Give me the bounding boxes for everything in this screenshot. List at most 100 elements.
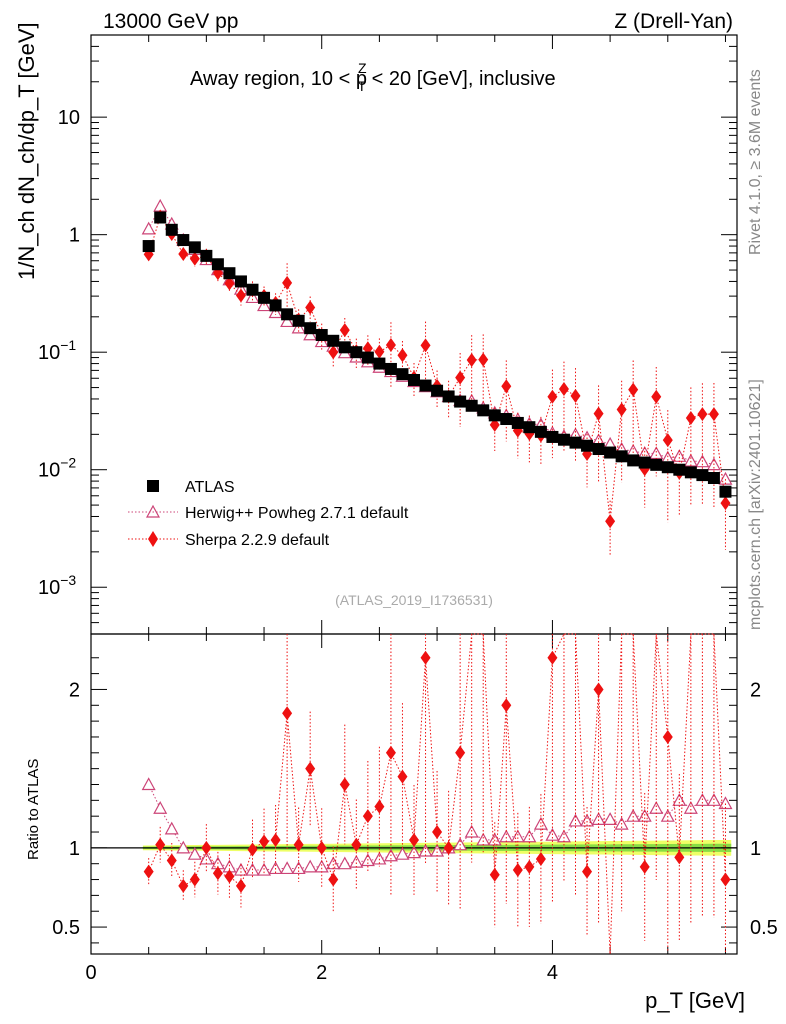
sherpa-point-ratio — [259, 834, 270, 849]
sherpa-line-main — [148, 215, 726, 522]
sherpa-point-main — [397, 348, 408, 363]
atlas-point — [292, 314, 305, 327]
atlas-point — [315, 329, 328, 342]
herwig-point-ratio — [349, 854, 364, 868]
atlas-point — [569, 436, 582, 449]
y-tick-label-ratio-right: 1 — [750, 838, 761, 860]
herwig-point-ratio — [337, 856, 352, 870]
atlas-point — [142, 240, 155, 253]
sherpa-point-ratio — [455, 745, 466, 760]
ratio-frame — [90, 633, 738, 955]
sherpa-point-ratio — [512, 863, 523, 878]
sherpa-point-ratio — [155, 837, 166, 852]
sherpa-point-main — [455, 370, 466, 385]
sherpa-point-ratio — [224, 869, 235, 884]
legend-atlas-marker — [147, 480, 159, 492]
y-tick-label-exp: −2 — [60, 455, 76, 471]
annotation-prefix: Away region, 10 < p — [190, 68, 367, 90]
sherpa-point-main — [478, 352, 489, 367]
atlas-point — [557, 433, 570, 446]
legend-herwig-marker — [145, 504, 161, 518]
atlas-point — [431, 384, 444, 397]
y-tick-label-main: 10−3 — [38, 572, 76, 599]
atlas-point — [269, 299, 282, 312]
atlas-point — [396, 368, 409, 381]
sherpa-point-ratio — [501, 698, 512, 713]
sherpa-point-main — [697, 407, 708, 422]
sherpa-point-main — [374, 344, 385, 359]
atlas-point — [281, 308, 294, 321]
y-tick-label-base: 1 — [69, 225, 80, 247]
atlas-point — [454, 395, 467, 408]
atlas-point — [246, 283, 259, 296]
sherpa-point-main — [282, 275, 293, 290]
atlas-point — [581, 439, 594, 452]
sherpa-point-ratio — [293, 837, 304, 852]
y-tick-label-ratio: 1 — [69, 838, 80, 860]
y-tick-label-ratio-right: 0.5 — [750, 917, 778, 939]
atlas-point — [534, 425, 547, 438]
herwig-point-ratio — [476, 832, 491, 846]
sherpa-point-main — [605, 514, 616, 529]
y-tick-label-base: 10 — [38, 342, 60, 364]
sherpa-point-ratio — [432, 825, 443, 840]
herwig-point-ratio — [280, 861, 295, 875]
atlas-point — [165, 223, 178, 236]
header-right: Z (Drell-Yan) — [614, 10, 733, 33]
atlas-point — [154, 211, 167, 224]
y-tick-label-base: 10 — [38, 460, 60, 482]
sherpa-point-ratio — [374, 799, 385, 814]
sherpa-point-ratio — [212, 866, 223, 881]
legend: ATLAS Herwig++ Powheg 2.7.1 default Sher… — [128, 479, 409, 549]
herwig-point-ratio — [187, 846, 202, 860]
herwig-point-ratio — [141, 777, 156, 791]
y-tick-label-main: 10 — [58, 107, 80, 129]
sherpa-point-main — [466, 353, 477, 368]
atlas-point — [661, 461, 674, 474]
sherpa-point-main — [570, 388, 581, 403]
sherpa-point-main — [685, 410, 696, 425]
sherpa-point-ratio — [385, 745, 396, 760]
herwig-point-ratio — [718, 796, 733, 810]
sherpa-point-main — [224, 276, 235, 291]
herwig-point-ratio — [683, 801, 698, 814]
herwig-point-ratio — [153, 801, 168, 814]
atlas-point — [327, 334, 340, 347]
herwig-point-ratio — [395, 846, 410, 860]
sherpa-point-ratio — [201, 840, 212, 855]
atlas-point — [188, 241, 201, 254]
sherpa-point-main — [178, 247, 189, 262]
herwig-point-ratio — [418, 843, 433, 857]
sherpa-point-main — [489, 417, 500, 432]
header-left: 13000 GeV pp — [103, 10, 238, 33]
x-tick-label: 2 — [316, 962, 327, 984]
herwig-point-main — [683, 453, 698, 467]
sherpa-point-ratio — [489, 867, 500, 882]
y-axis-title-main: 1/N_ch dN_ch/dp_T [GeV] — [14, 22, 39, 280]
y-tick-label-ratio: 2 — [69, 679, 80, 701]
x-axis-title: p_T [GeV] — [645, 988, 745, 1013]
sherpa-point-ratio — [443, 840, 454, 855]
sherpa-point-ratio — [282, 706, 293, 721]
herwig-point-ratio — [372, 851, 387, 865]
sherpa-point-main — [662, 433, 673, 448]
atlas-point — [719, 485, 732, 498]
sherpa-point-ratio — [674, 850, 685, 865]
herwig-point-ratio — [164, 821, 179, 835]
atlas-point — [500, 413, 513, 426]
atlas-point — [465, 399, 478, 412]
atlas-point — [638, 456, 651, 469]
atlas-point — [419, 379, 432, 392]
sherpa-point-main — [420, 338, 431, 353]
sherpa-point-ratio — [339, 777, 350, 792]
herwig-point-ratio — [499, 829, 514, 843]
herwig-point-ratio — [626, 808, 641, 822]
atlas-point — [211, 258, 224, 271]
y-axis-title-ratio: Ratio to ATLAS — [25, 759, 42, 860]
sherpa-point-main — [616, 402, 627, 417]
atlas-point — [650, 458, 663, 471]
atlas-point — [488, 409, 501, 422]
atlas-point — [350, 346, 363, 359]
rivet-label: Rivet 4.1.0, ≥ 3.6M events — [747, 69, 764, 255]
